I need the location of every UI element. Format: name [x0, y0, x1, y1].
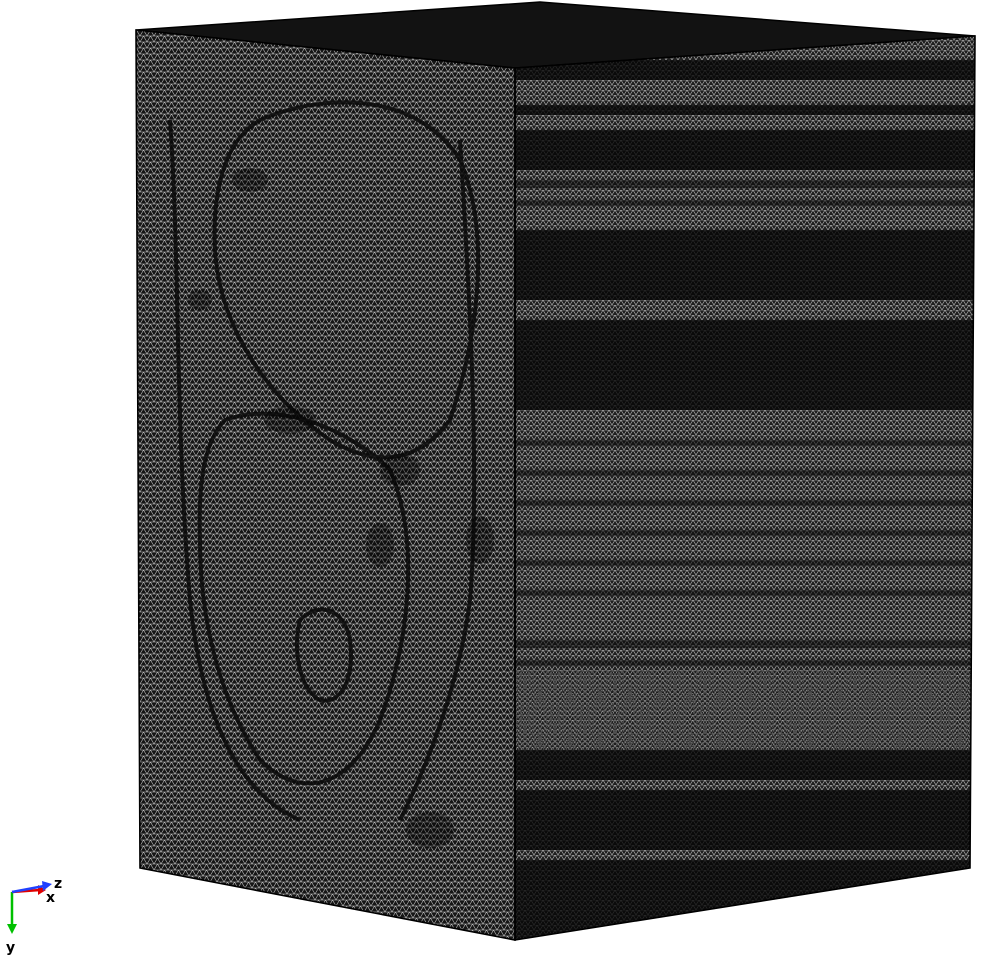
cell-outline-upper	[212, 100, 481, 460]
y-axis-label: y	[6, 940, 15, 956]
x-axis-label: x	[46, 890, 55, 906]
cell-outline-lower	[197, 411, 411, 786]
axes-triad: z x y	[6, 876, 62, 956]
right-face	[515, 36, 975, 940]
organelle-outline	[295, 607, 353, 703]
left-face	[136, 30, 515, 940]
box-edges	[135, 29, 976, 941]
z-axis-arrow	[11, 884, 45, 894]
z-axis-label: z	[54, 876, 62, 892]
